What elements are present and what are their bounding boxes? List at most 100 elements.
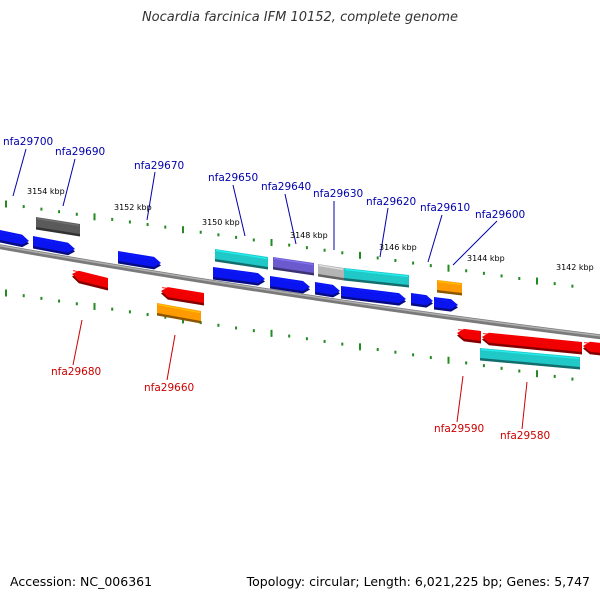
gene-label-nfa29630[interactable]: nfa29630 [313,188,363,200]
gene-label-nfa29670[interactable]: nfa29670 [134,160,184,172]
gene-feature-nfa29700[interactable] [0,229,29,248]
leader-nfa29580 [521,381,528,430]
gene-feature-nfa29660[interactable] [161,286,204,306]
gene-label-nfa29640[interactable]: nfa29640 [261,181,311,193]
top-tick [40,207,43,211]
gene-feature-nfa29680[interactable] [72,269,108,291]
gene-label-nfa29690[interactable]: nfa29690 [55,146,105,158]
top-tick [217,233,220,237]
gene-label-nfa29600[interactable]: nfa29600 [475,209,525,221]
gene-label-nfa29590[interactable]: nfa29590 [434,423,484,435]
bottom-tick [447,356,450,364]
accession-text: Accession: NC_006361 [10,574,153,589]
gene-feature-nfa29640[interactable] [270,276,310,294]
top-tick [429,264,432,268]
bottom-tick [429,356,432,360]
top-tick [93,213,96,221]
top-tick [553,282,556,286]
bottom-tick [341,342,344,346]
gene-feature-nfa29580[interactable] [482,332,582,355]
bottom-tick [40,296,43,300]
bottom-tick [288,334,291,338]
bottom-tick [500,366,503,370]
top-tick [164,225,167,229]
gene-feature-nfa29590[interactable] [457,328,481,344]
top-tick [571,284,574,288]
feature-cyan-nfa29580[interactable] [480,348,580,370]
gene-label-nfa29580[interactable]: nfa29580 [500,430,550,442]
top-tick [75,212,78,216]
leader-nfa29610 [427,214,443,263]
bottom-tick [553,374,556,378]
top-tick [5,200,7,208]
top-tick [199,230,202,234]
leader-nfa29680 [72,319,83,366]
bottom-tick [482,364,485,368]
feature-lightgray-nfa29630[interactable] [318,264,344,281]
gene-feature-nfa29570[interactable] [583,341,600,357]
leader-nfa29690 [62,158,76,207]
gene-feature-nfa29610[interactable] [411,293,433,308]
gene-feature-nfa29650[interactable] [213,267,265,286]
tick-label-3152: 3152 kbp [114,203,152,212]
top-tick [482,271,485,275]
top-tick [146,223,149,227]
bottom-tick [323,339,326,343]
leader-nfa29600 [452,220,498,266]
bottom-tick [217,323,220,327]
tick-label-3146: 3146 kbp [379,243,417,252]
top-tick [182,226,184,234]
top-tick [376,256,379,260]
bottom-tick [359,343,361,351]
bottom-tick [465,361,468,365]
top-tick [518,276,521,280]
gene-feature-nfa29670[interactable] [118,251,161,270]
top-tick [394,258,397,262]
gene-label-nfa29700[interactable]: nfa29700 [3,136,53,148]
gene-label-nfa29680[interactable]: nfa29680 [51,366,101,378]
gene-label-nfa29650[interactable]: nfa29650 [208,172,258,184]
gene-label-nfa29660[interactable]: nfa29660 [144,382,194,394]
bottom-tick [22,294,25,298]
bottom-tick [235,326,238,330]
feature-orange-nfa29660[interactable] [157,303,201,324]
gene-feature-nfa29690[interactable] [33,236,75,256]
label-leaders [12,148,528,430]
map-title: Nocardia farcinica IFM 10152, complete g… [141,10,459,25]
gene-label-nfa29620[interactable]: nfa29620 [366,196,416,208]
genome-backbone [0,244,600,340]
feature-cyan-nfa29620[interactable] [344,268,409,288]
top-tick [252,238,255,242]
tick-marks [5,200,574,381]
tick-label-3148: 3148 kbp [290,231,328,240]
tick-label-3150: 3150 kbp [202,218,240,227]
bottom-tick [412,353,415,357]
top-tick [412,261,415,265]
bottom-tick [270,329,273,337]
top-tick [359,251,361,259]
feature-gray-nfa29690[interactable] [36,217,80,237]
bottom-tick [252,329,255,333]
top-tick [22,205,25,209]
top-tick [58,210,61,214]
bottom-tick [518,369,521,373]
leader-nfa29620 [379,207,389,258]
tick-label-3154: 3154 kbp [27,187,65,196]
gene-feature-nfa29600[interactable] [434,297,458,312]
genome-stats-text: Topology: circular; Length: 6,021,225 bp… [246,574,590,589]
bottom-tick [571,377,574,381]
feature-orange-nfa29610[interactable] [437,280,462,296]
genome-backbone-highlight [0,245,600,337]
gene-feature-nfa29620[interactable] [341,286,406,306]
top-tick [288,243,291,247]
top-tick [536,277,538,285]
bottom-tick [111,307,114,311]
feature-cyan-nfa29650[interactable] [215,249,268,270]
gene-feature-nfa29630[interactable] [315,282,340,298]
leader-nfa29590 [456,375,464,423]
bottom-tick [58,299,61,303]
bottom-tick [5,289,7,297]
feature-purple-nfa29640[interactable] [273,257,314,276]
gene-label-nfa29610[interactable]: nfa29610 [420,202,470,214]
tick-label-3144: 3144 kbp [467,254,505,263]
